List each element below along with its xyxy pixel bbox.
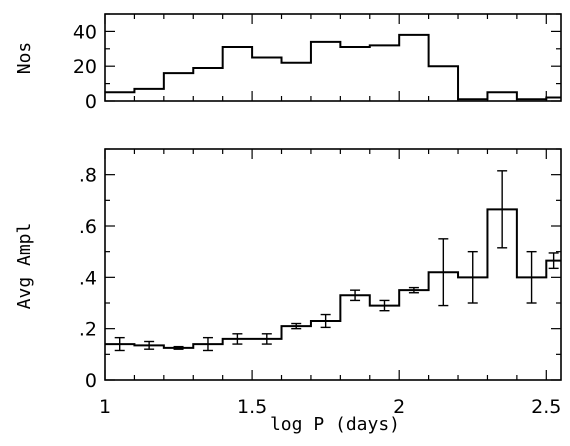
counts-y-axis-label: Nos	[14, 42, 35, 75]
counts-y-tick-label: 40	[73, 21, 97, 43]
counts-y-tick-label: 0	[85, 91, 97, 113]
counts-y-ticks: 0 20 40	[73, 13, 561, 113]
amplitude-panel: 0 .2 .4 .6 .8 1 1.5 2 2.5 Avg Ampl log P (days)	[14, 148, 562, 435]
x-axis-label: log P (days)	[270, 414, 400, 435]
counts-panel: 0 20 40 Nos	[14, 13, 562, 113]
counts-x-ticks	[104, 14, 547, 101]
x-tick-label: 1.5	[237, 396, 267, 418]
amplitude-y-tick-label: .4	[79, 267, 97, 289]
amplitude-histogram-line	[105, 208, 561, 349]
counts-histogram-line	[105, 33, 561, 101]
amplitude-y-tick-label: .8	[79, 165, 97, 187]
amplitude-y-tick-label: 0	[85, 370, 97, 392]
amplitude-error-bars	[114, 170, 559, 352]
amplitude-x-ticks: 1 1.5 2 2.5	[99, 149, 561, 418]
amplitude-y-ticks: 0 .2 .4 .6 .8	[79, 148, 561, 392]
amplitude-y-tick-label: .6	[79, 216, 97, 238]
counts-y-tick-label: 20	[73, 56, 97, 78]
x-tick-label: 2	[393, 396, 405, 418]
x-tick-label: 2.5	[531, 396, 561, 418]
amplitude-plot-frame	[104, 148, 562, 381]
counts-plot-frame	[104, 13, 562, 102]
amplitude-y-axis-label: Avg Ampl	[14, 223, 35, 310]
x-tick-label: 1	[99, 396, 111, 418]
amplitude-y-tick-label: .2	[79, 319, 97, 341]
